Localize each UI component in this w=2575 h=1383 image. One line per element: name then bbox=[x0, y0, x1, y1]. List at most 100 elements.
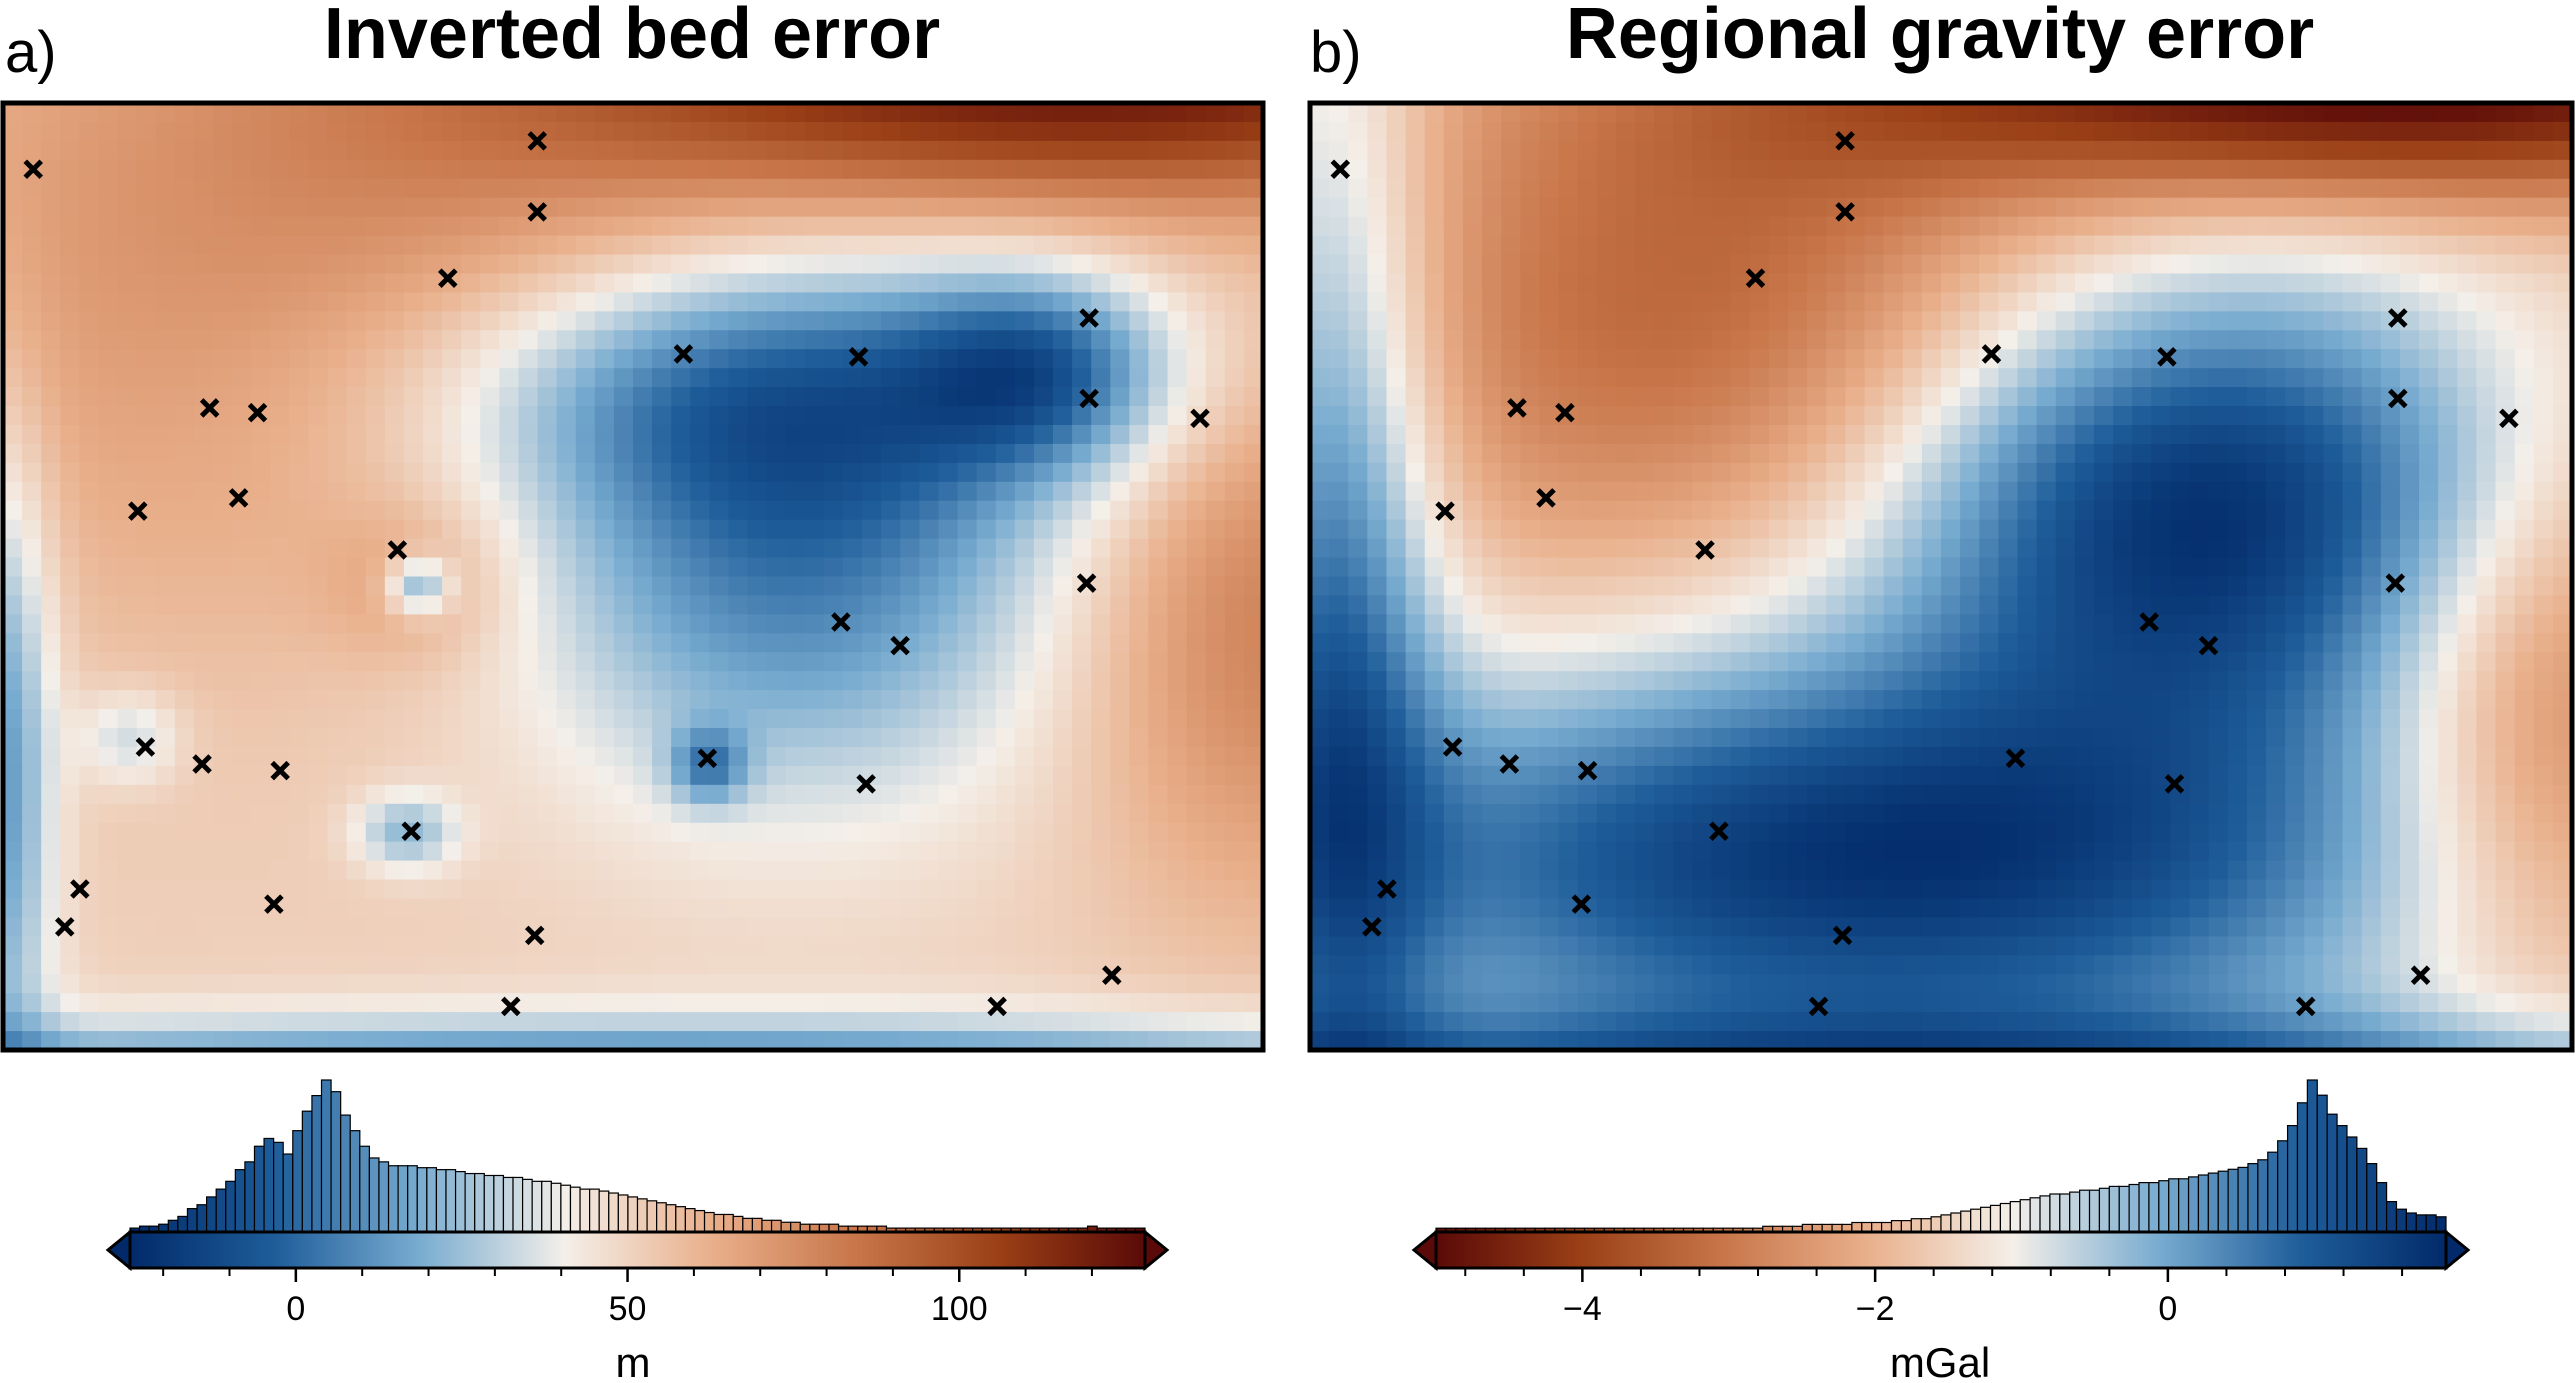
histogram-bar bbox=[2316, 1094, 2328, 1233]
histogram-bar bbox=[301, 1110, 313, 1233]
histogram-bar bbox=[656, 1202, 667, 1233]
histogram-bar bbox=[636, 1198, 648, 1233]
histogram-bar bbox=[531, 1180, 543, 1233]
colorbar-tick-label: −4 bbox=[1563, 1290, 1602, 1328]
control-point-marker bbox=[1745, 268, 1766, 288]
histogram-bar bbox=[1980, 1206, 1992, 1233]
histogram-bar bbox=[2178, 1178, 2190, 1233]
panel-a-frame bbox=[0, 100, 1266, 1053]
control-point-marker bbox=[1832, 925, 1853, 946]
histogram-bar bbox=[397, 1165, 409, 1233]
histogram-bar bbox=[1930, 1216, 1942, 1233]
control-point-marker bbox=[501, 996, 521, 1017]
histogram-bar bbox=[1910, 1218, 1922, 1233]
histogram-bar bbox=[617, 1194, 629, 1233]
histogram-bar bbox=[2336, 1124, 2348, 1233]
control-point-marker bbox=[54, 917, 75, 937]
histogram-bar bbox=[167, 1219, 179, 1233]
control-point-marker bbox=[228, 488, 249, 508]
histogram-bar bbox=[1940, 1214, 1952, 1233]
histogram-bar bbox=[2277, 1140, 2289, 1233]
panel-a-map bbox=[3, 103, 1263, 1050]
control-point-marker bbox=[1695, 540, 1715, 560]
histogram-bar bbox=[368, 1157, 380, 1233]
histogram-bar bbox=[675, 1206, 686, 1233]
control-point-marker bbox=[1377, 879, 1397, 899]
control-point-marker bbox=[1835, 202, 1855, 222]
histogram-bar bbox=[1900, 1219, 1912, 1233]
control-point-marker bbox=[1442, 737, 1463, 757]
histogram-bar bbox=[1989, 1204, 2002, 1233]
histogram-bar bbox=[2059, 1193, 2071, 1233]
panel-b-letter: b) bbox=[1310, 20, 1362, 85]
panel-b-title: Regional gravity error bbox=[1566, 0, 2314, 74]
histogram-bar bbox=[2415, 1214, 2427, 1233]
histogram-bar bbox=[742, 1217, 754, 1233]
colorbar-extend-low bbox=[105, 1228, 132, 1272]
control-point-marker bbox=[401, 821, 422, 842]
control-point-marker bbox=[697, 748, 718, 769]
control-point-marker bbox=[135, 737, 156, 757]
control-point-marker bbox=[2499, 408, 2519, 429]
colorbar-tick-label: 0 bbox=[2158, 1290, 2177, 1328]
histogram-bar bbox=[2187, 1176, 2200, 1233]
histogram-bar bbox=[569, 1186, 581, 1233]
colorbar-extend-high bbox=[1143, 1228, 1170, 1272]
histogram-bar bbox=[550, 1182, 562, 1233]
histogram-bar bbox=[483, 1174, 495, 1233]
histogram-bar bbox=[770, 1219, 782, 1233]
panel-b-frame bbox=[1307, 100, 2575, 1053]
control-point-marker bbox=[1079, 308, 1099, 328]
histogram-bar bbox=[2039, 1195, 2051, 1233]
histogram-bar bbox=[454, 1170, 466, 1233]
histogram-bar bbox=[2247, 1162, 2259, 1233]
control-point-marker bbox=[856, 774, 876, 794]
control-point-marker bbox=[2385, 573, 2406, 593]
histogram-bar bbox=[732, 1215, 744, 1233]
colorbar-tick-label: 100 bbox=[931, 1290, 988, 1328]
histogram-bar bbox=[378, 1161, 390, 1233]
histogram-bar bbox=[2217, 1170, 2229, 1233]
histogram-bar bbox=[493, 1174, 505, 1233]
control-point-marker bbox=[387, 540, 408, 560]
control-point-marker bbox=[192, 754, 212, 774]
control-point-marker bbox=[1536, 488, 1556, 508]
control-point-marker bbox=[1079, 388, 1099, 409]
histogram-bar bbox=[2376, 1181, 2388, 1233]
histogram-bar bbox=[627, 1196, 639, 1233]
control-point-marker bbox=[890, 635, 910, 656]
histogram-bar bbox=[1970, 1208, 1982, 1233]
panel-b-colorbar: −4 −2 0 bbox=[1411, 1228, 2471, 1328]
histogram-bar bbox=[2395, 1208, 2407, 1233]
histogram-bar bbox=[1960, 1210, 1972, 1233]
histogram-bar bbox=[282, 1153, 294, 1233]
histogram-bar bbox=[2237, 1166, 2249, 1233]
control-point-marker bbox=[2157, 347, 2177, 367]
control-point-marker bbox=[1571, 894, 1592, 914]
histogram-bar bbox=[598, 1190, 610, 1233]
control-point-marker bbox=[2198, 635, 2219, 656]
histogram-bar bbox=[502, 1176, 514, 1233]
control-point-marker bbox=[1102, 965, 1122, 985]
histogram-bar bbox=[464, 1172, 476, 1233]
control-point-marker bbox=[2164, 774, 2185, 794]
histogram-bar bbox=[234, 1169, 246, 1233]
control-point-marker bbox=[2410, 965, 2431, 985]
control-point-marker bbox=[1555, 402, 1575, 423]
histogram-bar bbox=[330, 1091, 342, 1233]
histogram-bar bbox=[196, 1204, 208, 1233]
histogram-bar bbox=[2168, 1178, 2180, 1233]
histogram-bar bbox=[2079, 1189, 2091, 1233]
histogram-bar bbox=[541, 1180, 552, 1233]
control-point-marker bbox=[264, 894, 284, 914]
histogram-bar bbox=[2029, 1197, 2041, 1233]
histogram-bar bbox=[320, 1079, 332, 1233]
control-point-marker bbox=[1330, 159, 1351, 180]
histogram-bar bbox=[225, 1180, 236, 1233]
panel-a-histogram bbox=[129, 1079, 1146, 1233]
histogram-bar bbox=[273, 1141, 284, 1233]
panel-b-map bbox=[1310, 103, 2572, 1050]
histogram-bar bbox=[263, 1137, 275, 1233]
histogram-bar bbox=[407, 1165, 418, 1233]
histogram-bar bbox=[1950, 1212, 1962, 1233]
